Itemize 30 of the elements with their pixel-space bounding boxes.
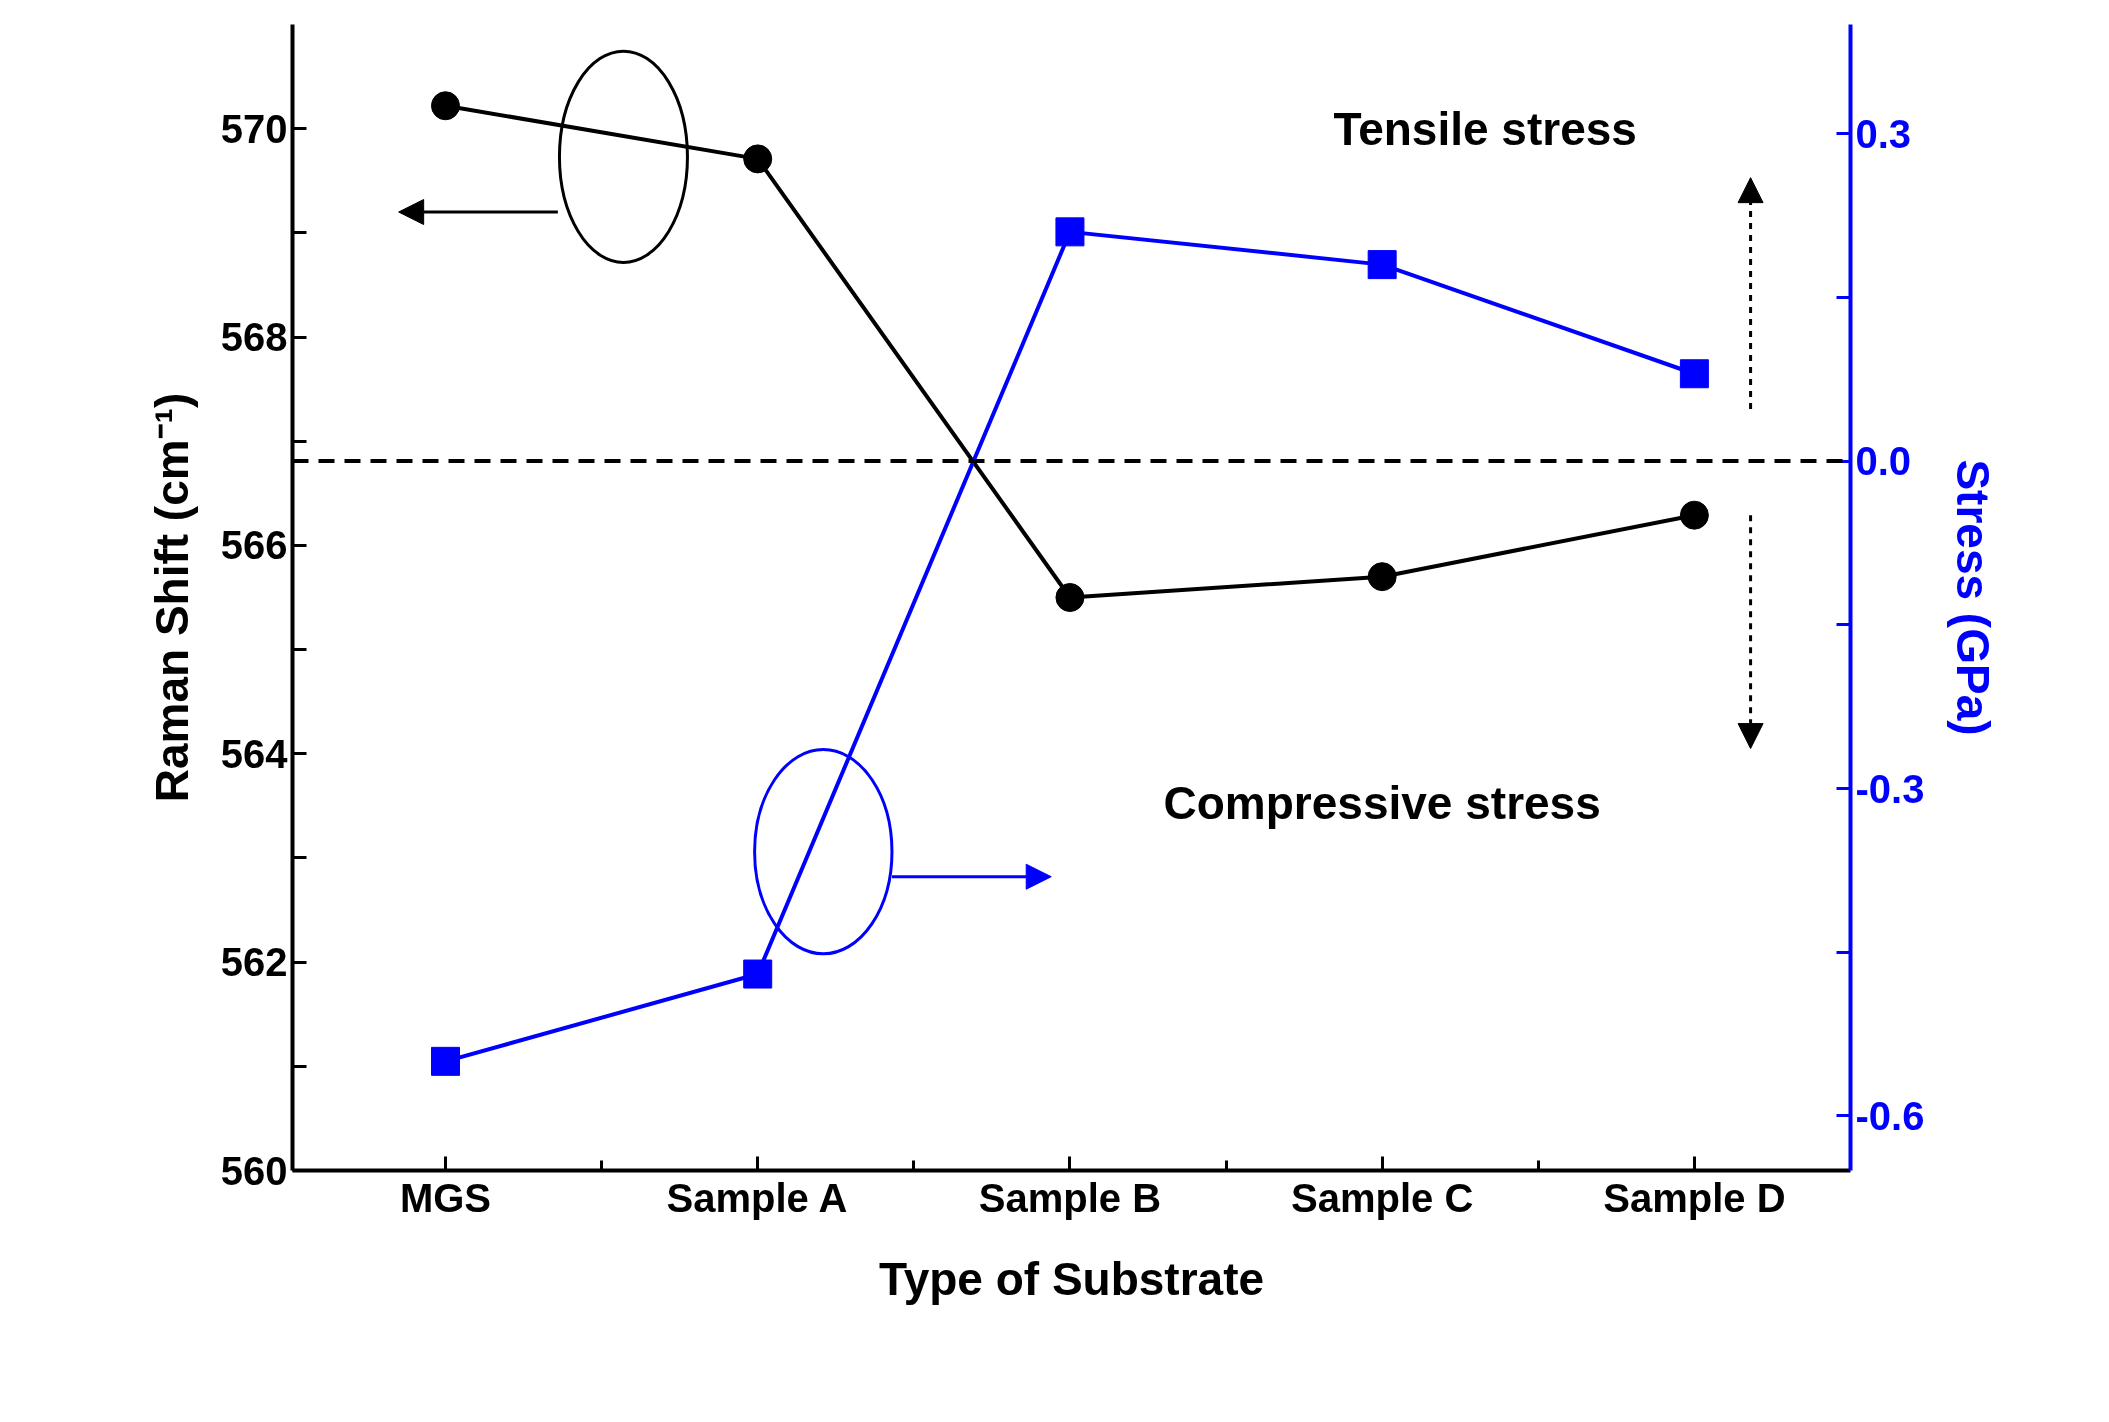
y-tick-label: 560 xyxy=(220,1148,288,1193)
point xyxy=(743,959,773,989)
x-tick-label: Sample B xyxy=(978,1175,1162,1220)
x-tick-label: Sample C xyxy=(1291,1175,1474,1220)
annotation: Tensile stress xyxy=(1333,102,1637,155)
point xyxy=(1679,500,1709,530)
y-axis-title: Raman Shift (cm⁻¹) xyxy=(145,392,198,803)
annotation: Compressive stress xyxy=(1163,776,1601,829)
y-tick-label: 568 xyxy=(220,315,288,360)
y2-tick-label: 0.0 xyxy=(1855,439,1912,484)
y2-tick-label: 0.3 xyxy=(1855,111,1912,156)
point xyxy=(430,91,460,121)
point xyxy=(1679,359,1709,389)
y-tick-label: 566 xyxy=(220,523,288,568)
point xyxy=(1055,217,1085,247)
y-tick-label: 564 xyxy=(220,731,289,776)
x-tick-label: Sample D xyxy=(1603,1175,1786,1220)
y-tick-label: 570 xyxy=(220,106,288,151)
point xyxy=(743,144,773,174)
y2-axis-title: Stress (GPa) xyxy=(1947,459,2000,736)
point xyxy=(1055,583,1085,612)
x-axis-title: Type of Substrate xyxy=(878,1252,1265,1305)
y2-tick-label: -0.6 xyxy=(1855,1093,1925,1138)
point xyxy=(1367,250,1397,280)
y2-tick-label: -0.3 xyxy=(1855,766,1925,811)
point xyxy=(430,1046,460,1076)
x-tick-label: MGS xyxy=(399,1175,492,1220)
x-tick-label: Sample A xyxy=(666,1175,848,1220)
y-tick-label: 562 xyxy=(220,940,288,985)
point xyxy=(1367,562,1397,592)
